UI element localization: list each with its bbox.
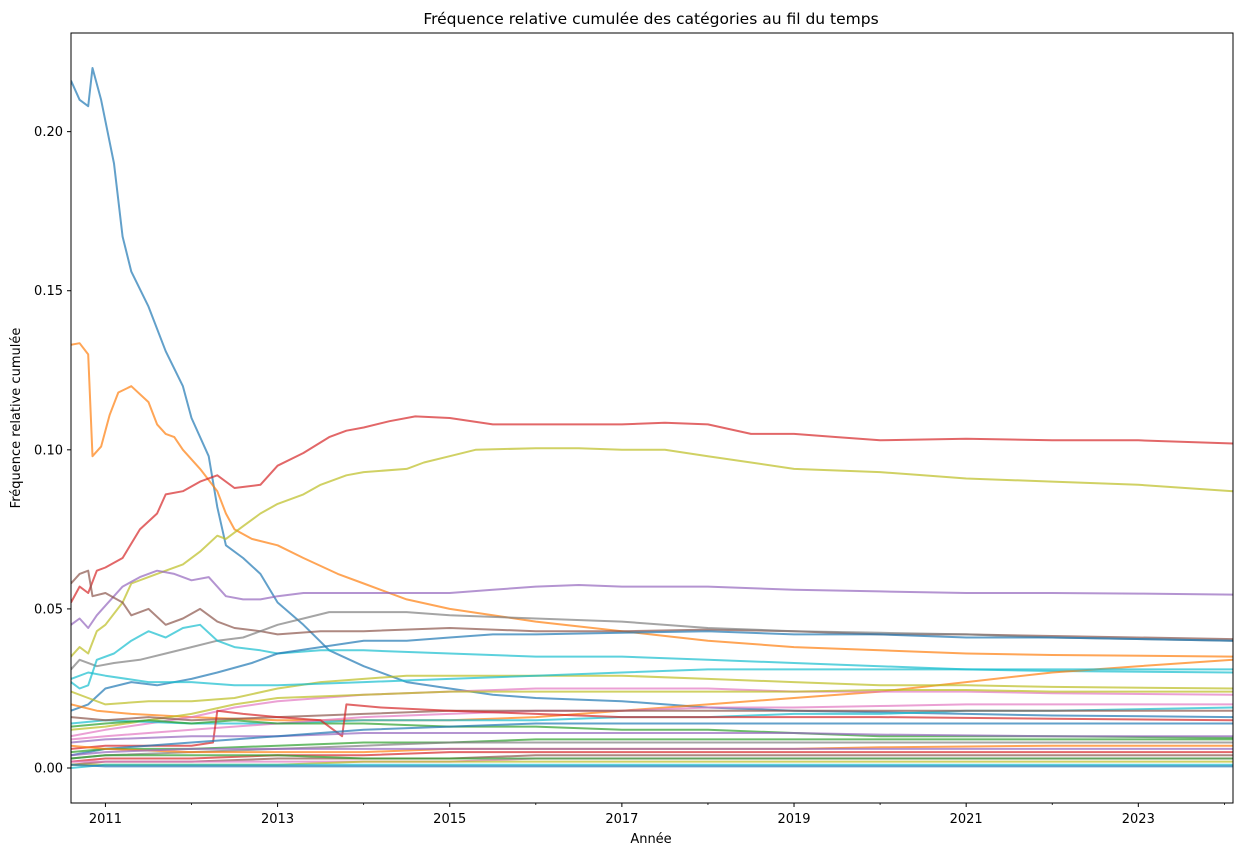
series-line-8 xyxy=(71,623,1233,690)
x-tick-label: 2019 xyxy=(777,812,810,827)
x-axis: 2011 2013 2015 2017 2019 2021 2023 xyxy=(89,803,1225,827)
y-tick-label: 0.15 xyxy=(34,284,63,299)
series-line-25 xyxy=(71,751,1233,763)
x-tick-label: 2023 xyxy=(1122,812,1155,827)
x-tick-label: 2015 xyxy=(433,812,466,827)
series-line-9 xyxy=(71,630,1233,712)
plot-area xyxy=(71,67,1233,769)
series-line-31 xyxy=(71,754,1233,760)
series-line-30 xyxy=(71,763,1233,768)
plot-frame xyxy=(70,32,1234,804)
x-tick-label: 2021 xyxy=(950,812,983,827)
x-tick-label: 2013 xyxy=(261,812,294,827)
series-line-12 xyxy=(71,668,1233,687)
y-tick-label: 0.05 xyxy=(34,602,63,617)
y-axis: 0.00 0.05 0.10 0.15 0.20 xyxy=(34,125,71,777)
series-line-29 xyxy=(71,763,1233,769)
series-layer xyxy=(71,67,1233,769)
series-line-17 xyxy=(71,709,1233,722)
x-tick-label: 2011 xyxy=(89,812,122,827)
chart-title: Fréquence relative cumulée des catégorie… xyxy=(423,10,878,28)
series-line-19 xyxy=(71,703,1233,750)
y-tick-label: 0.00 xyxy=(34,762,63,777)
series-line-2 xyxy=(71,342,1233,658)
series-line-3 xyxy=(71,415,1233,603)
series-line-5 xyxy=(71,569,1233,629)
series-line-11 xyxy=(71,674,1233,706)
y-tick-label: 0.10 xyxy=(34,443,63,458)
series-line-7 xyxy=(71,611,1233,671)
series-line-14 xyxy=(71,689,1233,731)
series-line-21 xyxy=(71,722,1233,757)
x-tick-label: 2017 xyxy=(605,812,638,827)
series-line-32 xyxy=(71,747,1233,757)
y-tick-label: 0.20 xyxy=(34,125,63,140)
series-line-4 xyxy=(71,447,1233,658)
y-axis-label: Fréquence relative cumulée xyxy=(9,328,24,509)
series-line-10 xyxy=(71,658,1233,722)
series-line-20 xyxy=(71,732,1233,744)
x-axis-label: Année xyxy=(630,832,671,847)
